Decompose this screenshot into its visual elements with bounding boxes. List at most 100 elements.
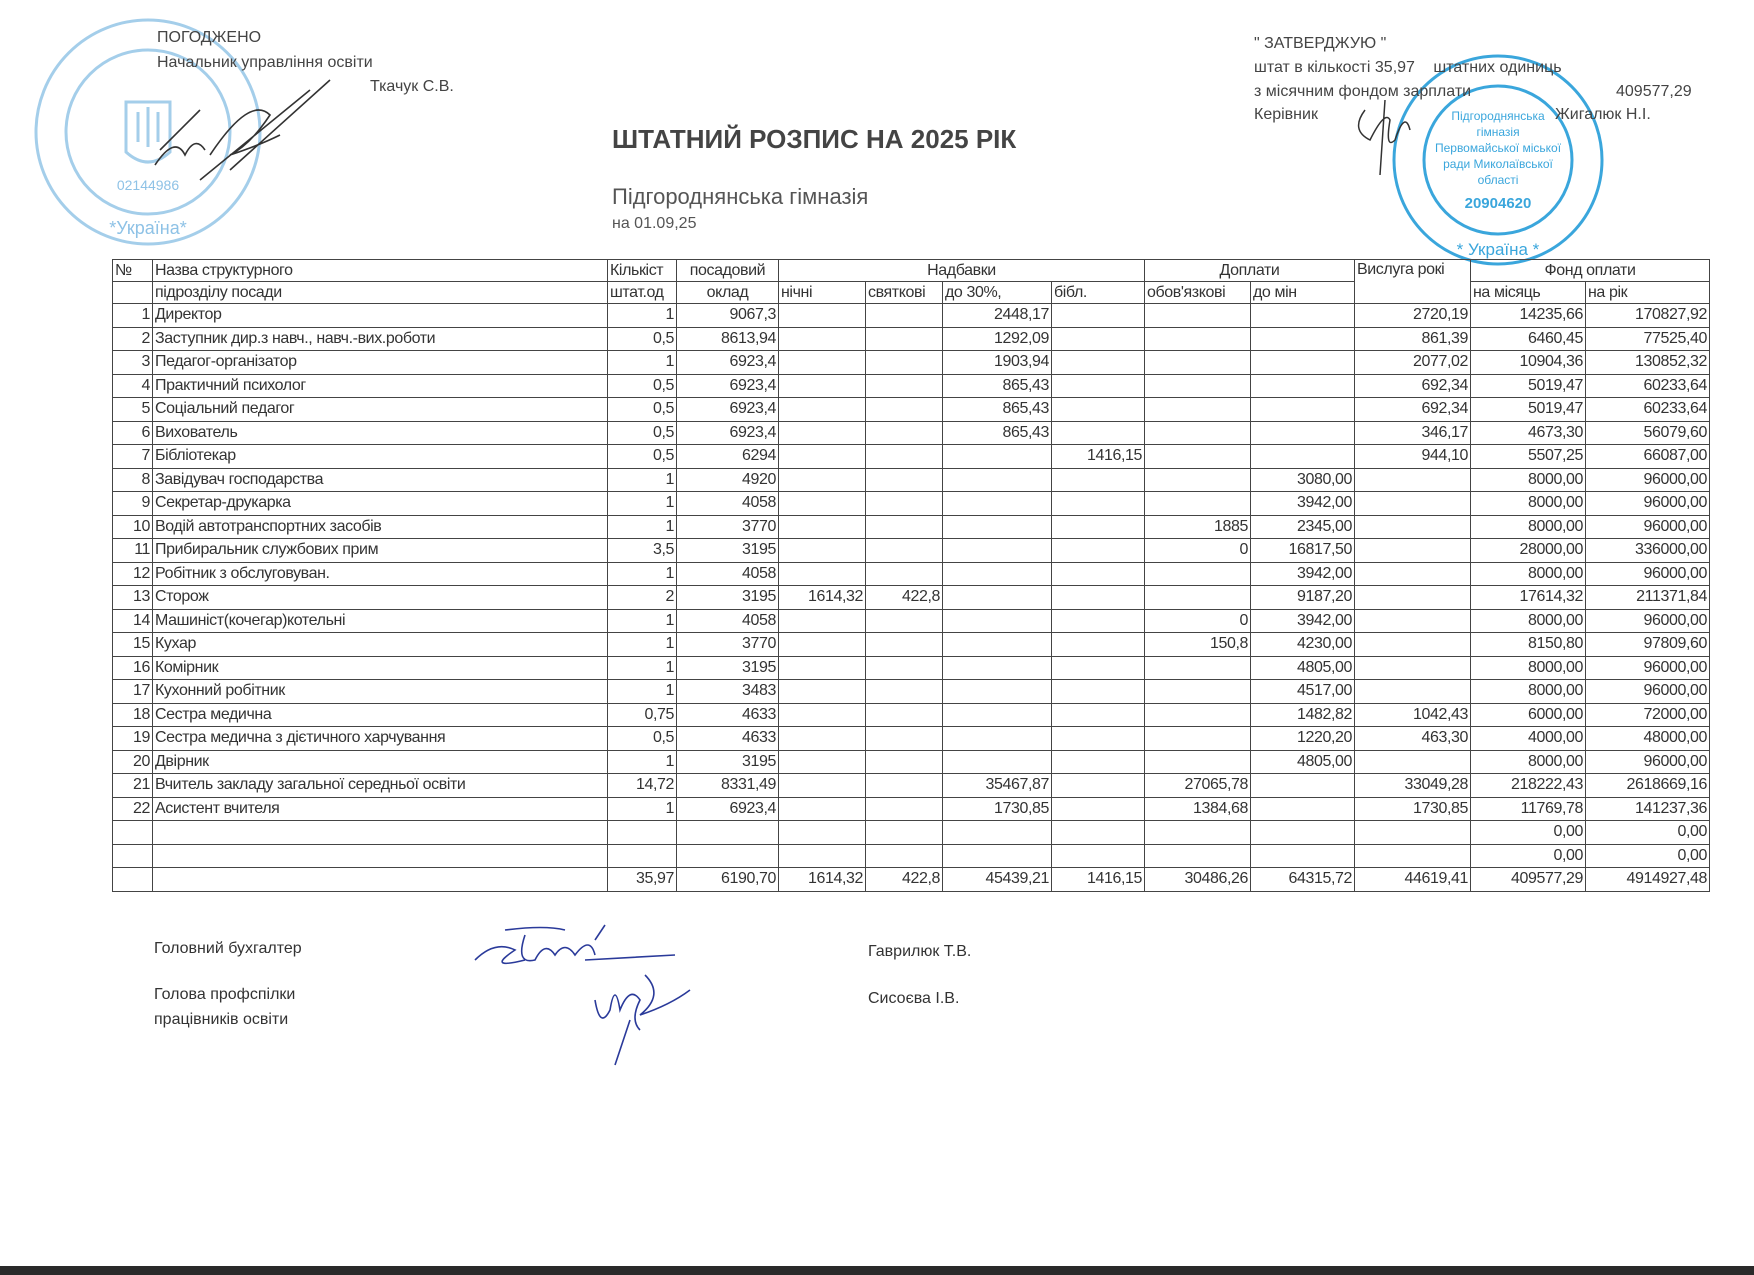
cell-night — [778, 467, 866, 492]
cell-night — [778, 632, 866, 657]
cell-qty — [607, 843, 677, 868]
cell-up30: 35467,87 — [942, 773, 1052, 798]
cell-qty — [607, 820, 677, 845]
svg-text:гімназія: гімназія — [1476, 125, 1519, 139]
cell-up30 — [942, 632, 1052, 657]
cell-night — [778, 773, 866, 798]
approval-left-name: Ткачук С.В. — [370, 78, 454, 95]
cell-seniority — [1354, 538, 1471, 563]
cell-qty: 1 — [607, 491, 677, 516]
cell-seniority — [1354, 514, 1471, 539]
cell-mandatory — [1144, 303, 1251, 328]
cell-library — [1051, 420, 1145, 445]
head-label: Керівник — [1254, 106, 1318, 123]
cell-name — [152, 820, 608, 845]
cell-per-month: 28000,00 — [1470, 538, 1586, 563]
cell-mandatory — [1144, 420, 1251, 445]
fund-value: 409577,29 — [1616, 83, 1692, 100]
cell-no: 11 — [112, 538, 153, 563]
cell-name: Заступник дир.з навч., навч.-вих.роботи — [152, 326, 608, 351]
header-name-1: Назва структурного — [152, 259, 608, 282]
cell-holiday — [865, 467, 943, 492]
cell-per-year: 96000,00 — [1585, 655, 1710, 680]
cell-mandatory — [1144, 561, 1251, 586]
cell-holiday — [865, 514, 943, 539]
cell-no: 13 — [112, 585, 153, 610]
cell-per-year: 170827,92 — [1585, 303, 1710, 328]
cell-name: Сестра медична — [152, 702, 608, 727]
cell-mandatory — [1144, 749, 1251, 774]
cell-holiday — [865, 632, 943, 657]
cell-night — [778, 796, 866, 821]
table-row: 0,00 0,00 — [112, 820, 1710, 845]
table-row: 6 Вихователь 0,5 6923,4 865,43 346,17 4673,30 5… — [112, 420, 1710, 445]
cell-up30: 865,43 — [942, 420, 1052, 445]
table-row: 10 Водій автотранспортних засобів 1 3770 188… — [112, 514, 1710, 539]
cell-per-year: 96000,00 — [1585, 561, 1710, 586]
header-salary-2: оклад — [676, 281, 779, 304]
cell-holiday — [865, 373, 943, 398]
cell-no: 18 — [112, 702, 153, 727]
cell-qty: 0,5 — [607, 420, 677, 445]
cell-holiday: 422,8 — [865, 867, 943, 892]
approval-left-position: Начальник управління освіти — [157, 54, 373, 71]
cell-per-month: 14235,66 — [1470, 303, 1586, 328]
cell-library — [1051, 726, 1145, 751]
cell-name: Водій автотранспортних засобів — [152, 514, 608, 539]
cell-per-month: 5019,47 — [1470, 397, 1586, 422]
cell-seniority — [1354, 585, 1471, 610]
cell-no: 22 — [112, 796, 153, 821]
cell-library — [1051, 608, 1145, 633]
totals-row: 35,97 6190,70 1614,32 422,8 45439,21 1416,15 3… — [112, 867, 1710, 892]
cell-to-min: 4805,00 — [1250, 655, 1355, 680]
cell-per-month: 10904,36 — [1470, 350, 1586, 375]
cell-library — [1051, 843, 1145, 868]
table-row: 20 Двірник 1 3195 4805,00 8000,00 96000,00 — [112, 749, 1710, 774]
svg-text:області: області — [1478, 173, 1519, 187]
cell-holiday — [865, 303, 943, 328]
cell-night — [778, 726, 866, 751]
cell-per-month: 11769,78 — [1470, 796, 1586, 821]
cell-salary: 3195 — [676, 749, 779, 774]
header-no-2 — [112, 281, 153, 304]
cell-salary: 6923,4 — [676, 796, 779, 821]
cell-to-min: 2345,00 — [1250, 514, 1355, 539]
organization-name: Підгороднянська гімназія — [612, 184, 869, 209]
cell-mandatory: 0 — [1144, 538, 1251, 563]
cell-no: 9 — [112, 491, 153, 516]
cell-qty: 1 — [607, 679, 677, 704]
cell-holiday — [865, 749, 943, 774]
cell-night — [778, 397, 866, 422]
cell-seniority: 861,39 — [1354, 326, 1471, 351]
cell-holiday — [865, 820, 943, 845]
cell-name — [152, 867, 608, 892]
cell-per-month: 8000,00 — [1470, 608, 1586, 633]
cell-library — [1051, 632, 1145, 657]
cell-seniority: 2077,02 — [1354, 350, 1471, 375]
svg-text:02144986: 02144986 — [117, 177, 180, 193]
cell-no: 17 — [112, 679, 153, 704]
cell-library — [1051, 350, 1145, 375]
svg-text:*Україна*: *Україна* — [109, 218, 186, 238]
table-row: 2 Заступник дир.з навч., навч.-вих.роботи… — [112, 326, 1710, 351]
cell-night — [778, 326, 866, 351]
cell-to-min: 3942,00 — [1250, 491, 1355, 516]
cell-per-year: 97809,60 — [1585, 632, 1710, 657]
cell-to-min — [1250, 444, 1355, 469]
table-row: 9 Секретар-друкарка 1 4058 3942,00 8000,00 960… — [112, 491, 1710, 516]
document-date: на 01.09,25 — [612, 215, 697, 232]
cell-up30 — [942, 608, 1052, 633]
right-signature — [1357, 99, 1411, 176]
cell-up30 — [942, 843, 1052, 868]
cell-per-year: 130852,32 — [1585, 350, 1710, 375]
cell-library — [1051, 514, 1145, 539]
cell-holiday — [865, 561, 943, 586]
cell-per-month: 8000,00 — [1470, 561, 1586, 586]
cell-no: 3 — [112, 350, 153, 375]
cell-no — [112, 867, 153, 892]
cell-salary: 4920 — [676, 467, 779, 492]
cell-salary: 3770 — [676, 632, 779, 657]
cell-per-year: 211371,84 — [1585, 585, 1710, 610]
cell-salary — [676, 820, 779, 845]
cell-salary: 3770 — [676, 514, 779, 539]
